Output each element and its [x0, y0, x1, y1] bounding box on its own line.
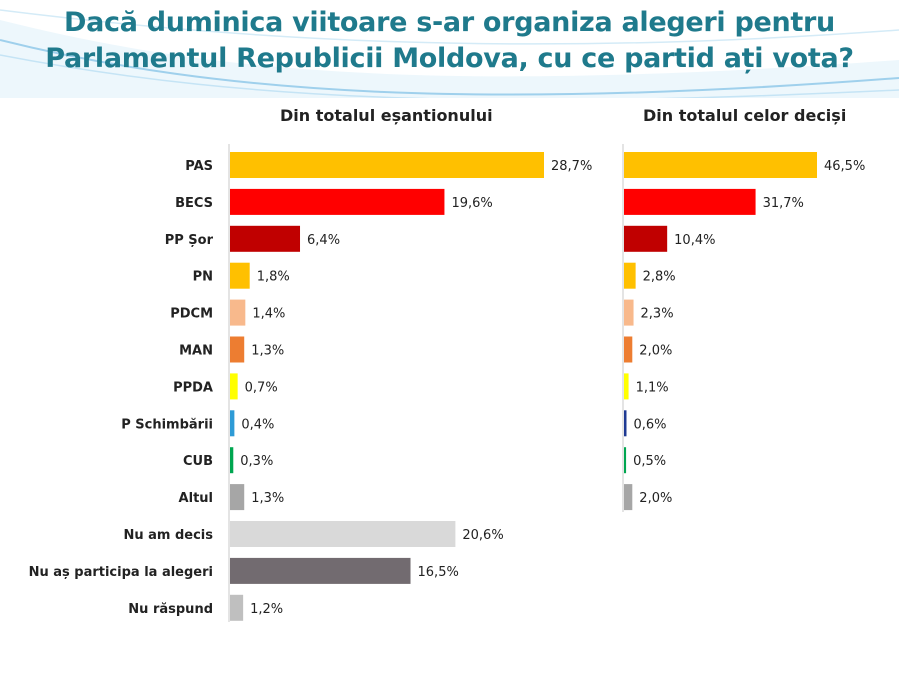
- bar-man: [624, 336, 633, 363]
- category-label-pp-sor: PP Șor: [165, 233, 214, 248]
- category-label-pdcm: PDCM: [170, 307, 213, 322]
- bar-pp-sor: [230, 225, 301, 252]
- chart-title-line2: Parlamentul Republicii Moldova, cu ce pa…: [45, 43, 854, 74]
- bar-pn: [624, 262, 636, 289]
- value-label-pdcm: 1,4%: [252, 307, 285, 322]
- value-label-pas: 28,7%: [551, 159, 592, 174]
- value-label-nu-raspund: 1,2%: [250, 602, 283, 617]
- bar-man: [230, 336, 245, 363]
- value-label-becs: 31,7%: [763, 196, 804, 211]
- value-label-pdcm: 2,3%: [641, 307, 674, 322]
- value-label-pp-sor: 10,4%: [674, 233, 715, 248]
- bar-pp-sor: [624, 225, 668, 252]
- value-label-ppda: 1,1%: [636, 380, 669, 395]
- chart-title-line1: Dacă duminica viitoare s-ar organiza ale…: [64, 7, 835, 38]
- category-label-nu-raspund: Nu răspund: [128, 602, 213, 617]
- category-label-pas: PAS: [185, 159, 213, 174]
- category-label-p-schimbarii: P Schimbării: [121, 417, 213, 432]
- value-label-altul: 2,0%: [639, 491, 672, 506]
- bar-pas: [230, 152, 544, 178]
- value-label-man: 1,3%: [251, 344, 284, 359]
- category-label-man: MAN: [179, 344, 213, 359]
- value-label-pn: 1,8%: [257, 270, 290, 285]
- value-label-p-schimbarii: 0,6%: [633, 417, 666, 432]
- value-label-pp-sor: 6,4%: [307, 233, 340, 248]
- category-label-pn: PN: [193, 270, 213, 285]
- bar-nu-raspund: [230, 594, 244, 621]
- value-label-cub: 0,5%: [633, 454, 666, 469]
- bar-chart-decided: 46,5% 31,7% 10,4% 2,8% 2,3% 2,0% 1,1% 0,6% 0,5% 2…: [622, 144, 865, 512]
- bar-pdcm: [624, 299, 634, 326]
- category-label-nu-am-decis: Nu am decis: [123, 528, 213, 543]
- bar-cub: [624, 447, 627, 474]
- category-label-becs: BECS: [175, 196, 213, 211]
- category-label-cub: CUB: [183, 454, 213, 469]
- bar-nu-am-decis: [230, 521, 456, 547]
- bar-pdcm: [230, 299, 246, 326]
- value-label-pas: 46,5%: [824, 159, 865, 174]
- value-label-nu-am-decis: 20,6%: [462, 528, 503, 543]
- bar-altul: [230, 484, 245, 511]
- category-label-nu-as-participa-la-alegeri: Nu aș participa la alegeri: [29, 565, 213, 580]
- bar-pas: [624, 152, 817, 178]
- bar-becs: [624, 188, 756, 215]
- value-label-becs: 19,6%: [451, 196, 492, 211]
- value-label-nu-as-participa-la-alegeri: 16,5%: [418, 565, 459, 580]
- value-label-cub: 0,3%: [240, 454, 273, 469]
- category-label-ppda: PPDA: [173, 380, 213, 395]
- bar-becs: [230, 188, 445, 215]
- bar-pn: [230, 262, 250, 289]
- bar-cub: [230, 447, 234, 474]
- value-label-altul: 1,3%: [251, 491, 284, 506]
- value-label-ppda: 0,7%: [245, 380, 278, 395]
- bar-p-schimbarii: [230, 410, 235, 437]
- header-wave-decoration: [0, 9, 899, 110]
- value-label-pn: 2,8%: [643, 270, 676, 285]
- category-label-altul: Altul: [179, 491, 213, 506]
- bar-nu-as-participa-la-alegeri: [230, 557, 411, 584]
- chart-subtitle-decided: Din totalul celor deciși: [643, 106, 847, 125]
- bar-altul: [624, 484, 633, 511]
- value-label-man: 2,0%: [639, 344, 672, 359]
- bar-p-schimbarii: [624, 410, 627, 437]
- chart-subtitle-sample: Din totalul eșantionului: [280, 106, 493, 125]
- bar-ppda: [624, 373, 629, 400]
- value-label-p-schimbarii: 0,4%: [241, 417, 274, 432]
- bar-ppda: [230, 373, 238, 400]
- bar-chart-sample: PAS 28,7% BECS 19,6% PP Șor 6,4% PN 1,8% PDCM 1,4…: [29, 144, 592, 622]
